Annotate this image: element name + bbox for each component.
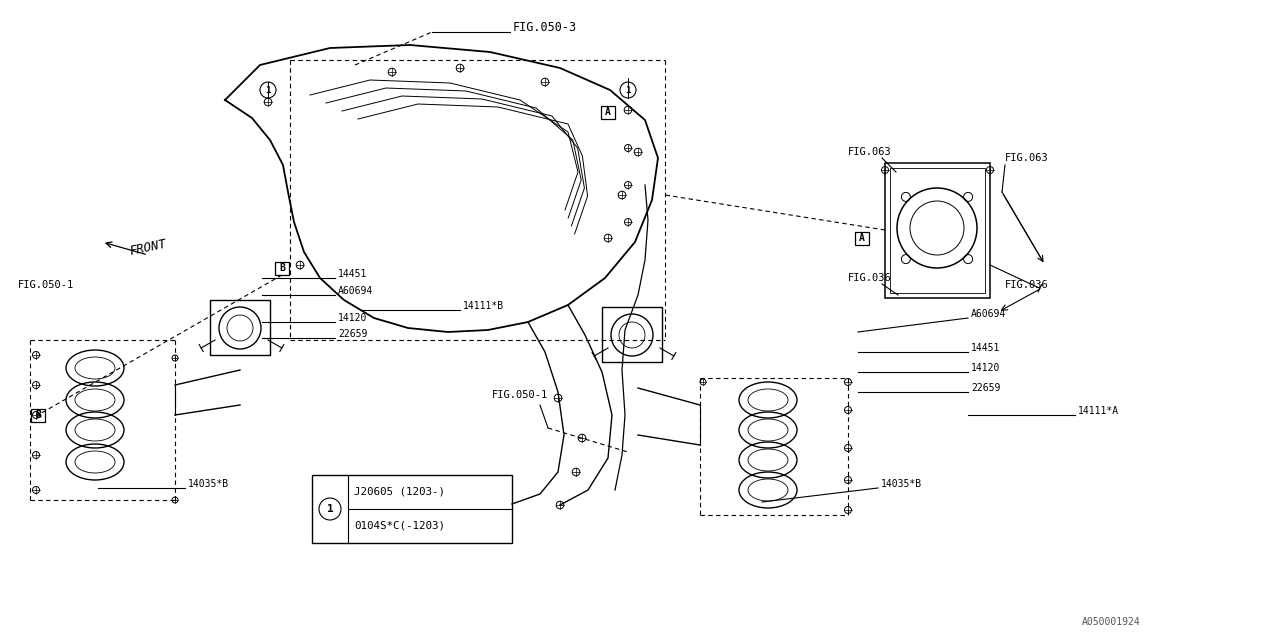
Text: 14451: 14451 — [338, 269, 367, 279]
Text: A: A — [605, 107, 611, 117]
Text: 14111*A: 14111*A — [1078, 406, 1119, 416]
Bar — [855, 232, 869, 244]
Text: FIG.050-1: FIG.050-1 — [492, 390, 548, 400]
Text: FIG.063: FIG.063 — [1005, 153, 1048, 163]
Text: 1: 1 — [326, 504, 333, 514]
Text: B: B — [279, 263, 285, 273]
Text: FIG.036: FIG.036 — [849, 273, 892, 283]
Text: 14120: 14120 — [972, 363, 1001, 373]
Text: 22659: 22659 — [338, 329, 367, 339]
Text: 14451: 14451 — [972, 343, 1001, 353]
Text: 0104S*C(-1203): 0104S*C(-1203) — [355, 521, 445, 531]
Text: 14120: 14120 — [338, 313, 367, 323]
Text: 14035*B: 14035*B — [881, 479, 922, 489]
Text: A60694: A60694 — [338, 286, 374, 296]
Text: 14035*B: 14035*B — [188, 479, 229, 489]
Text: A: A — [859, 233, 865, 243]
Text: B: B — [35, 410, 41, 420]
Text: FIG.063: FIG.063 — [849, 147, 892, 157]
Text: 14111*B: 14111*B — [463, 301, 504, 311]
Text: A050001924: A050001924 — [1082, 617, 1140, 627]
Bar — [275, 262, 289, 275]
Text: FRONT: FRONT — [128, 237, 168, 259]
Bar — [312, 475, 512, 543]
Text: 22659: 22659 — [972, 383, 1001, 393]
Text: J20605 (1203-): J20605 (1203-) — [355, 487, 445, 497]
Bar — [602, 106, 614, 118]
Bar — [602, 307, 662, 362]
Text: A60694: A60694 — [972, 309, 1006, 319]
Text: 1: 1 — [626, 86, 631, 95]
Bar — [884, 163, 989, 298]
Text: FIG.036: FIG.036 — [1005, 280, 1048, 290]
Bar — [31, 408, 45, 422]
Text: FIG.050-1: FIG.050-1 — [18, 280, 74, 290]
Bar — [890, 168, 986, 293]
Text: FIG.050-3: FIG.050-3 — [513, 20, 577, 33]
Bar — [210, 300, 270, 355]
Text: 1: 1 — [265, 86, 270, 95]
